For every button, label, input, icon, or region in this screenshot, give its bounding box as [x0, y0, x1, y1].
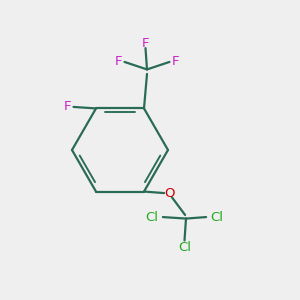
Text: F: F: [115, 56, 122, 68]
Text: Cl: Cl: [210, 211, 224, 224]
Text: F: F: [64, 100, 71, 113]
Text: F: F: [172, 56, 179, 68]
Text: F: F: [142, 38, 149, 50]
Text: Cl: Cl: [178, 241, 191, 254]
Text: Cl: Cl: [146, 211, 159, 224]
Text: O: O: [164, 187, 175, 200]
